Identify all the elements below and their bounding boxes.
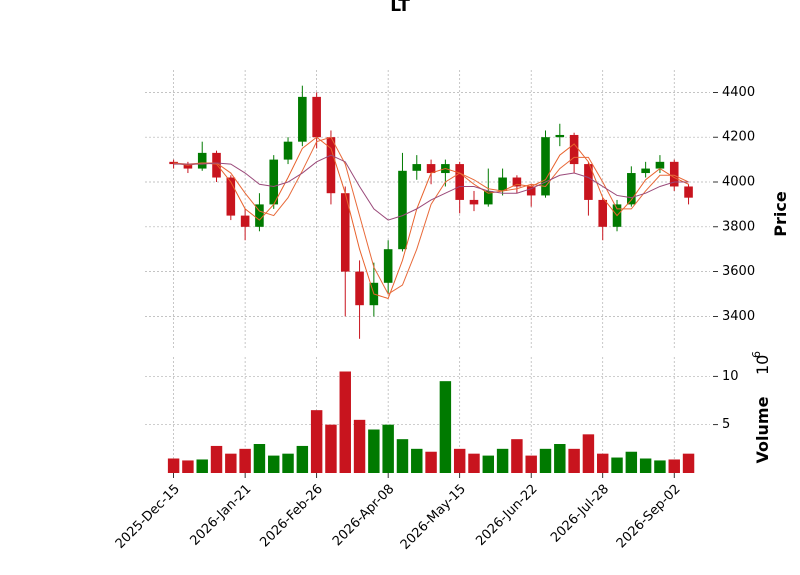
x-tick-label: 2026-Sep-02 xyxy=(614,482,684,552)
candle-body xyxy=(183,164,193,169)
x-tick-label: 2026-Feb-26 xyxy=(257,482,326,551)
y-tick-label: 3400 xyxy=(722,309,755,324)
volume-bar xyxy=(196,459,208,473)
candle-body xyxy=(398,170,407,250)
volume-bar xyxy=(368,429,380,473)
volume-bar xyxy=(253,444,266,473)
candle-body xyxy=(498,177,507,191)
volume-bar xyxy=(296,445,309,473)
volume-bar xyxy=(239,448,251,473)
volume-bar xyxy=(339,371,351,473)
volume-bar xyxy=(268,455,280,473)
volume-bar xyxy=(453,448,466,473)
candle-body xyxy=(169,161,178,165)
volume-bar xyxy=(167,458,180,473)
candle-body xyxy=(212,152,221,178)
candle-body xyxy=(240,215,250,227)
candle-body xyxy=(197,152,207,169)
candle-body xyxy=(269,159,279,205)
volume-bar xyxy=(568,448,580,473)
candle-body xyxy=(340,193,350,272)
volume-bar xyxy=(282,453,294,473)
volume-bar xyxy=(554,444,566,473)
volume-bar xyxy=(682,453,695,473)
volume-bar xyxy=(496,448,509,473)
candle-body xyxy=(526,186,536,196)
moving-average xyxy=(173,136,689,295)
volume-bar xyxy=(411,448,423,473)
volume-bar xyxy=(225,453,237,473)
volume-bar xyxy=(654,460,666,473)
volume-bar xyxy=(539,448,552,473)
volume-bar xyxy=(582,434,595,473)
volume-axis-label: Volume xyxy=(753,396,772,463)
volume-bar xyxy=(639,458,652,473)
volume-bar xyxy=(468,453,480,473)
candle-body xyxy=(641,168,650,174)
volume-tick-label: 10 xyxy=(722,369,739,384)
candle-body xyxy=(541,137,550,196)
volume-tick-label: 5 xyxy=(722,417,730,432)
x-tick-label: 2025-Dec-15 xyxy=(113,482,183,552)
y-axis-label: Price xyxy=(771,191,790,237)
volume-bar xyxy=(482,455,495,473)
y-tick-label: 3600 xyxy=(722,264,755,279)
candle-body xyxy=(255,204,264,227)
candle-body xyxy=(627,173,636,205)
volume-bar xyxy=(611,457,623,473)
volume-bar xyxy=(182,460,194,473)
volume-bar xyxy=(597,453,609,473)
volume-bar xyxy=(353,419,366,473)
candle-body xyxy=(512,177,522,187)
volume-bar xyxy=(396,439,409,473)
candle-body xyxy=(484,190,493,205)
volume-bar xyxy=(310,410,323,473)
y-tick-label: 4000 xyxy=(722,175,755,190)
volume-bar xyxy=(511,439,523,473)
candle-body xyxy=(312,96,321,138)
candle-body xyxy=(569,134,579,165)
volume-bar xyxy=(325,424,337,473)
candle-body xyxy=(555,134,565,138)
y-tick-label: 3800 xyxy=(722,219,755,234)
y-tick-label: 4400 xyxy=(722,85,755,100)
candle-body xyxy=(584,164,593,200)
candle-body xyxy=(455,164,464,200)
volume-offset-exponent: 6 xyxy=(750,351,763,358)
x-tick-label: 2026-Jul-28 xyxy=(548,482,612,546)
moving-average xyxy=(173,136,689,300)
candle-body xyxy=(355,271,364,306)
candle-body xyxy=(669,161,679,187)
candle-body xyxy=(469,199,479,205)
volume-bar xyxy=(625,451,638,473)
candle-body xyxy=(226,177,236,216)
x-tick-label: 2026-Jun-22 xyxy=(473,482,540,549)
candle-body xyxy=(383,249,393,283)
volume-bar xyxy=(525,455,537,473)
x-tick-label: 2026-May-15 xyxy=(398,482,469,553)
candle-body xyxy=(426,164,436,174)
volume-bar xyxy=(382,424,394,473)
volume-offset-base: 10 xyxy=(753,355,772,375)
moving-average xyxy=(173,154,689,221)
x-tick-label: 2026-Apr-08 xyxy=(330,482,397,549)
candle-body xyxy=(412,164,422,171)
chart-title: LT xyxy=(390,0,410,16)
candle-body xyxy=(298,96,307,142)
candle-body xyxy=(283,141,293,160)
volume-bar xyxy=(425,451,437,473)
candle-body xyxy=(684,186,693,198)
candle-body xyxy=(655,161,665,169)
candle-body xyxy=(326,137,336,194)
volume-bar xyxy=(439,381,452,473)
volume-bar xyxy=(210,445,223,473)
volume-bar xyxy=(668,459,680,473)
y-tick-label: 4200 xyxy=(722,130,755,145)
candle-body xyxy=(598,199,608,227)
x-tick-label: 2026-Jan-21 xyxy=(187,482,254,549)
